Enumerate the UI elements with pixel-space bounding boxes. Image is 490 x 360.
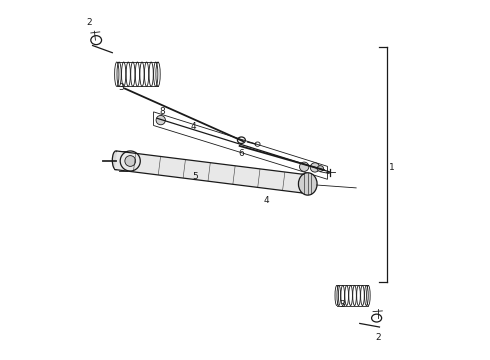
Circle shape	[156, 116, 166, 125]
Polygon shape	[115, 151, 303, 193]
Ellipse shape	[298, 173, 317, 195]
Text: 8: 8	[159, 107, 165, 116]
Text: 4: 4	[190, 122, 196, 131]
Text: 2: 2	[375, 333, 381, 342]
Text: 5: 5	[192, 172, 197, 181]
Circle shape	[125, 156, 136, 166]
Circle shape	[310, 163, 319, 172]
Text: 3: 3	[119, 83, 124, 92]
Text: 1: 1	[389, 163, 395, 172]
Text: 2: 2	[86, 18, 92, 27]
Text: 3: 3	[339, 300, 344, 309]
Ellipse shape	[112, 151, 120, 170]
Text: 6: 6	[239, 149, 245, 158]
Circle shape	[299, 162, 309, 171]
Text: 4: 4	[264, 196, 270, 205]
Ellipse shape	[317, 166, 323, 171]
Ellipse shape	[299, 174, 306, 193]
